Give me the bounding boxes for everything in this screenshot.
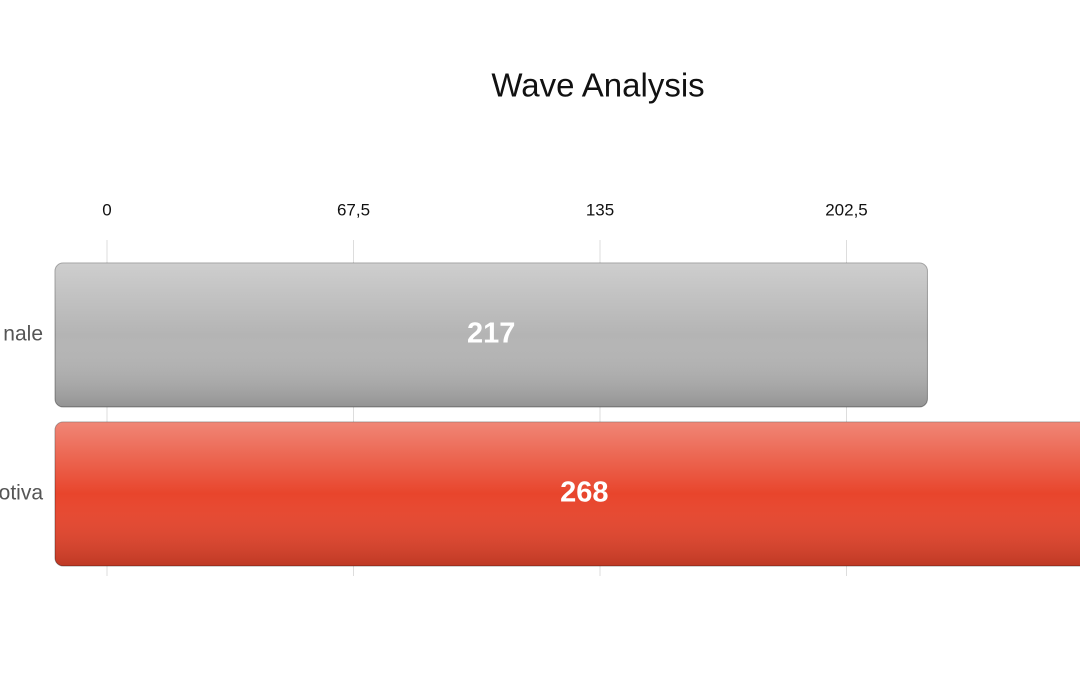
x-tick-label: 135 [586,200,614,219]
y-tick-label: nale [3,323,43,346]
bar-shade [55,263,928,407]
bar-shade [55,422,1080,566]
y-tick-label: otiva [0,482,43,505]
bar-value-label: 217 [467,318,515,350]
x-tick-label: 67,5 [337,200,370,219]
x-tick-label: 202,5 [825,200,868,219]
bar-value-label: 268 [560,477,608,509]
chart-title: Wave Analysis [491,67,704,104]
x-tick-label: 0 [102,200,111,219]
